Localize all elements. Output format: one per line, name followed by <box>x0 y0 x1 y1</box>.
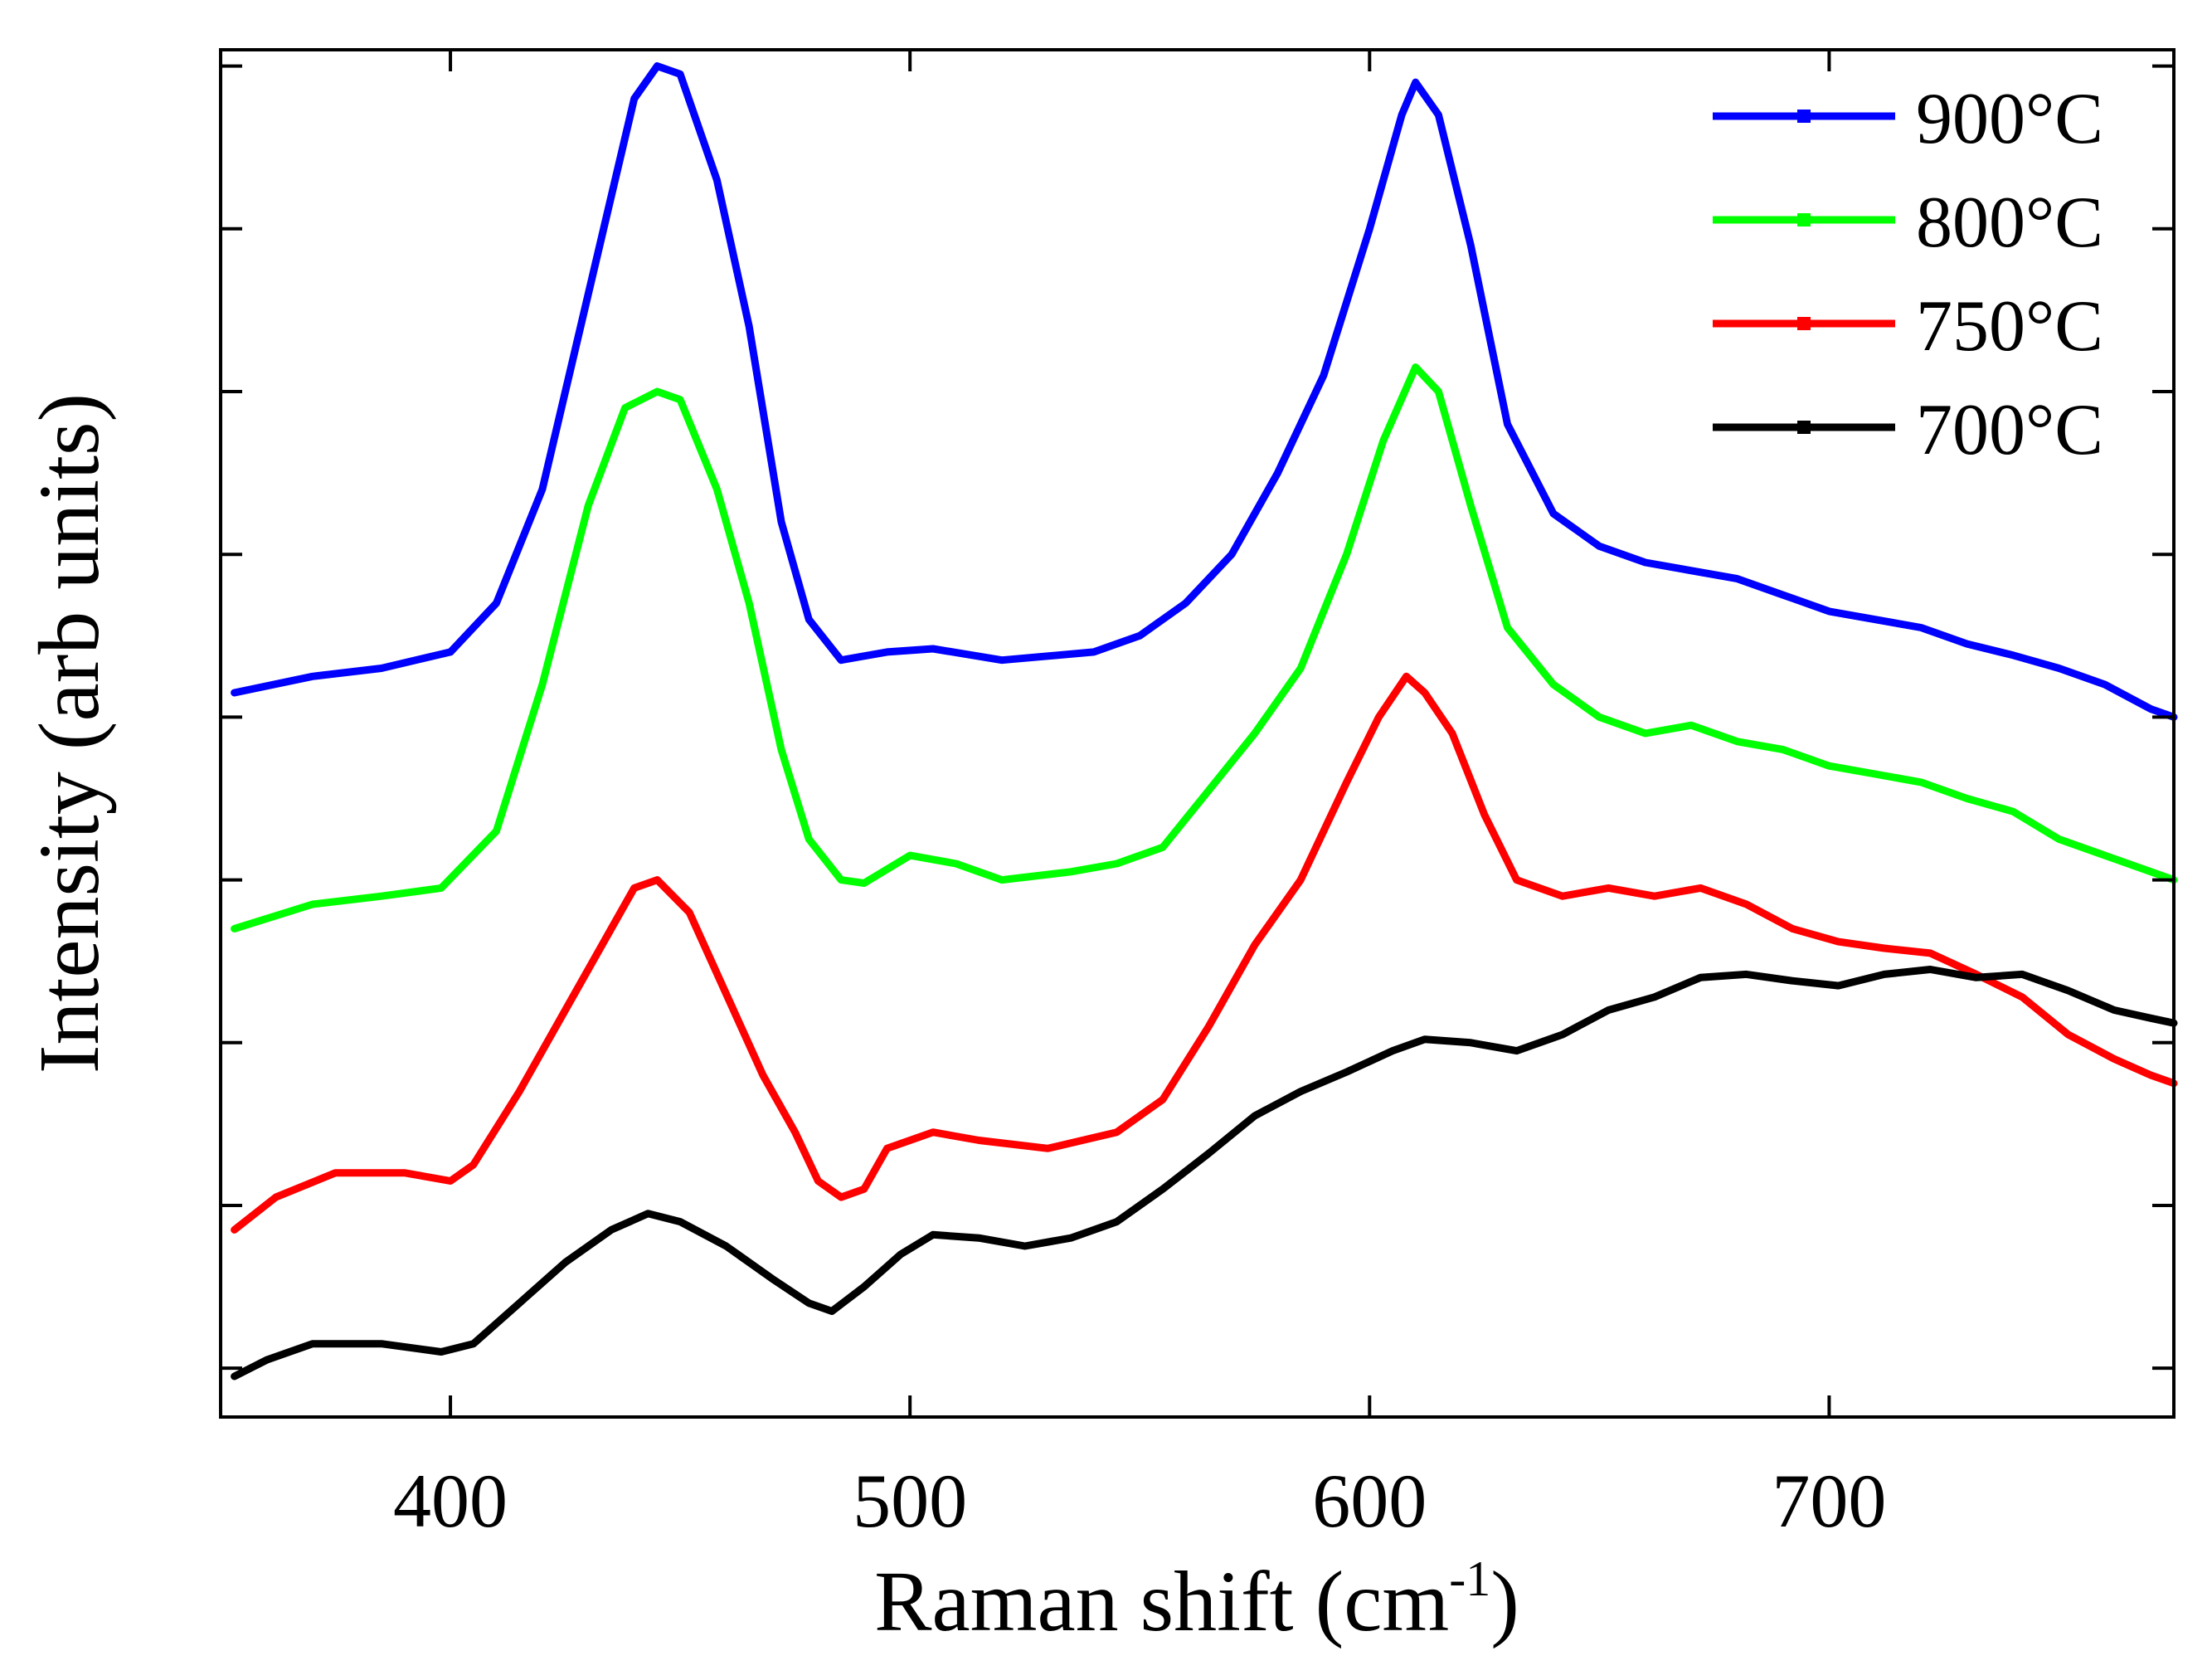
y-ticks <box>221 64 2174 1371</box>
series-line-2 <box>231 363 2178 933</box>
plot-frame <box>219 48 2176 1419</box>
legend-label-3: 750°C <box>1916 286 2103 367</box>
legend-label-2: 800°C <box>1916 183 2103 263</box>
legend: 900°C 800°C 750°C 700°C <box>1713 79 2103 470</box>
x-axis-title-main: Raman shift (cm <box>874 1554 1449 1649</box>
series-line-4 <box>231 966 2178 1381</box>
x-tick-label-1: 400 <box>393 1458 508 1543</box>
legend-label-1: 900°C <box>1916 79 2103 159</box>
x-tick-label-4: 700 <box>1772 1458 1886 1543</box>
series-layer <box>231 62 2178 1381</box>
legend-marker-4 <box>1797 421 1811 434</box>
x-axis-title-sup: -1 <box>1449 1551 1490 1606</box>
y-axis-title: Intensity (arb units) <box>22 393 117 1074</box>
series-line-3 <box>231 672 2178 1234</box>
x-ticks: 400 500 600 700 <box>393 50 1886 1543</box>
legend-marker-3 <box>1797 317 1811 330</box>
x-axis-title-tail: ) <box>1490 1554 1519 1649</box>
legend-marker-1 <box>1797 110 1811 123</box>
x-tick-label-2: 500 <box>853 1458 967 1543</box>
x-axis-title: Raman shift (cm-1) <box>874 1551 1519 1649</box>
series-line-1 <box>231 62 2178 721</box>
x-tick-label-3: 600 <box>1312 1458 1427 1543</box>
legend-label-4: 700°C <box>1916 390 2103 470</box>
legend-marker-2 <box>1797 213 1811 226</box>
